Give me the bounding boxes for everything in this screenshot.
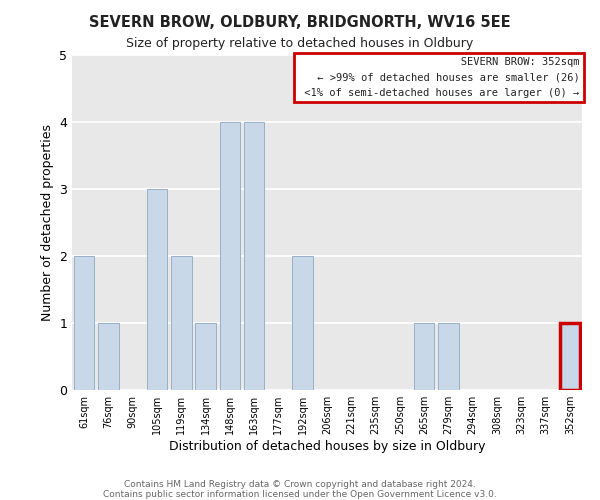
Bar [171,256,191,390]
Bar [74,256,94,390]
Bar [438,323,459,390]
Y-axis label: Number of detached properties: Number of detached properties [41,124,53,321]
X-axis label: Distribution of detached houses by size in Oldbury: Distribution of detached houses by size … [169,440,485,453]
Bar [560,323,580,390]
Bar [220,122,240,390]
Bar [146,189,167,390]
Bar [244,122,265,390]
Bar [414,323,434,390]
Text: SEVERN BROW, OLDBURY, BRIDGNORTH, WV16 5EE: SEVERN BROW, OLDBURY, BRIDGNORTH, WV16 5… [89,15,511,30]
Text: Size of property relative to detached houses in Oldbury: Size of property relative to detached ho… [127,38,473,51]
Bar [98,323,119,390]
Text: Contains public sector information licensed under the Open Government Licence v3: Contains public sector information licen… [103,490,497,499]
Bar [292,256,313,390]
Bar [195,323,216,390]
Text: Contains HM Land Registry data © Crown copyright and database right 2024.: Contains HM Land Registry data © Crown c… [124,480,476,489]
Text: SEVERN BROW: 352sqm
 ← >99% of detached houses are smaller (26)
 <1% of semi-det: SEVERN BROW: 352sqm ← >99% of detached h… [298,56,580,98]
